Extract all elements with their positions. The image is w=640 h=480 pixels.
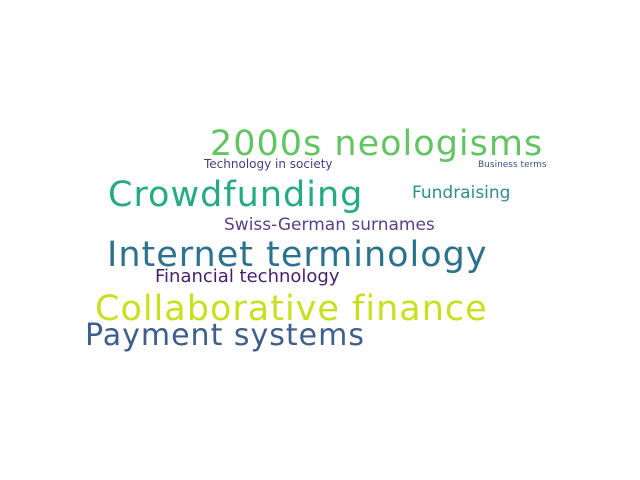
word-technology-in-society: Technology in society bbox=[204, 157, 333, 171]
word-business-terms: Business terms bbox=[478, 160, 547, 170]
word-internet-terminology: Internet terminology bbox=[107, 235, 488, 275]
word-financial-technology: Financial technology bbox=[155, 266, 340, 287]
word-collaborative-finance: Collaborative finance bbox=[95, 289, 488, 329]
word-crowdfunding: Crowdfunding bbox=[108, 175, 364, 215]
word-fundraising: Fundraising bbox=[412, 183, 511, 203]
word-swiss-german-surnames: Swiss-German surnames bbox=[224, 215, 435, 235]
word-payment-systems: Payment systems bbox=[85, 318, 365, 353]
word-2000s-neologisms: 2000s neologisms bbox=[210, 124, 544, 164]
